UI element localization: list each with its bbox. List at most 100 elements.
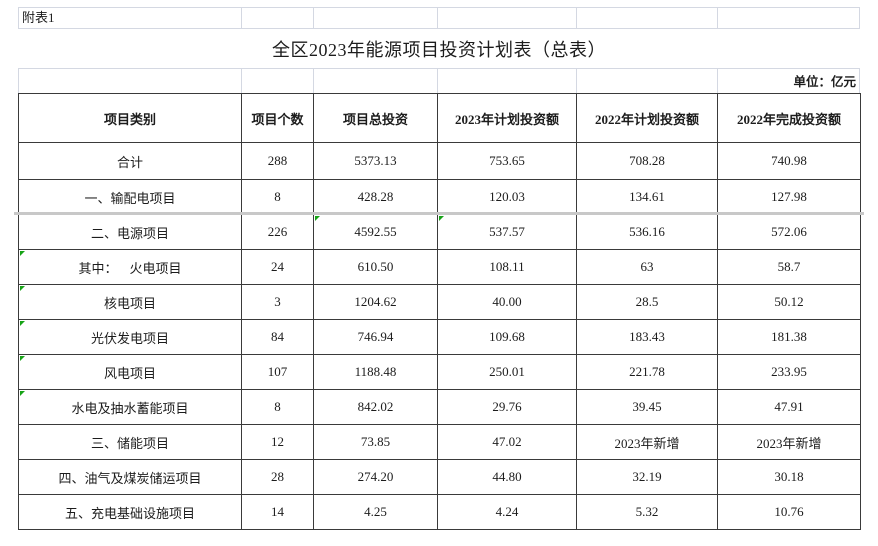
- row-label-cell[interactable]: 水电及抽水蓄能项目: [18, 389, 242, 425]
- value-cell[interactable]: 183.43: [576, 319, 718, 355]
- value-cell[interactable]: 4592.55: [313, 214, 438, 250]
- value-cell[interactable]: 28.5: [576, 284, 718, 320]
- column-header[interactable]: 2022年计划投资额: [576, 93, 718, 143]
- value-cell[interactable]: 63: [576, 249, 718, 285]
- grid-cell[interactable]: [577, 69, 718, 93]
- grid-cell[interactable]: [438, 69, 577, 93]
- value-cell[interactable]: 274.20: [313, 459, 438, 495]
- row-label-prefix: 其中：: [78, 260, 118, 276]
- grid-cell[interactable]: [718, 8, 859, 28]
- value-cell[interactable]: 58.7: [717, 249, 861, 285]
- value-cell[interactable]: 73.85: [313, 424, 438, 460]
- table-row: 合计 288 5373.13 753.65 708.28 740.98: [18, 142, 861, 180]
- value-cell[interactable]: 40.00: [437, 284, 577, 320]
- value-cell[interactable]: 29.76: [437, 389, 577, 425]
- value-cell[interactable]: 4.24: [437, 494, 577, 530]
- grid-cell[interactable]: [314, 8, 438, 28]
- value-cell[interactable]: 47.02: [437, 424, 577, 460]
- value-cell[interactable]: 47.91: [717, 389, 861, 425]
- row-label-cell[interactable]: 合计: [18, 142, 242, 180]
- value-cell[interactable]: 221.78: [576, 354, 718, 390]
- value-cell[interactable]: 50.12: [717, 284, 861, 320]
- value-cell[interactable]: 740.98: [717, 142, 861, 180]
- value-cell[interactable]: 84: [241, 319, 314, 355]
- table-row: 四、油气及煤炭储运项目 28 274.20 44.80 32.19 30.18: [18, 459, 861, 495]
- row-label-cell[interactable]: 一、输配电项目: [18, 179, 242, 215]
- value-cell[interactable]: 753.65: [437, 142, 577, 180]
- value-cell[interactable]: 107: [241, 354, 314, 390]
- value-cell[interactable]: 3: [241, 284, 314, 320]
- value-cell[interactable]: 32.19: [576, 459, 718, 495]
- row-label-cell[interactable]: 核电项目: [18, 284, 242, 320]
- value-cell[interactable]: 250.01: [437, 354, 577, 390]
- value-cell[interactable]: 28: [241, 459, 314, 495]
- value-cell[interactable]: 610.50: [313, 249, 438, 285]
- value-cell[interactable]: 10.76: [717, 494, 861, 530]
- top-grid-row: 附表1: [18, 7, 860, 29]
- table-row: 一、输配电项目 8 428.28 120.03 134.61 127.98: [18, 179, 861, 215]
- grid-cell[interactable]: [314, 69, 438, 93]
- value-cell[interactable]: 44.80: [437, 459, 577, 495]
- value-cell[interactable]: 842.02: [313, 389, 438, 425]
- value-cell[interactable]: 2023年新增: [717, 424, 861, 460]
- grid-cell[interactable]: 单位：亿元: [718, 69, 859, 93]
- column-header[interactable]: 2023年计划投资额: [437, 93, 577, 143]
- value-cell[interactable]: 8: [241, 179, 314, 215]
- column-header[interactable]: 项目个数: [241, 93, 314, 143]
- table-row: 三、储能项目 12 73.85 47.02 2023年新增 2023年新增: [18, 424, 861, 460]
- row-label-text: 火电项目: [129, 260, 182, 276]
- grid-cell[interactable]: [242, 8, 314, 28]
- value-cell[interactable]: 5373.13: [313, 142, 438, 180]
- value-cell[interactable]: 428.28: [313, 179, 438, 215]
- column-header[interactable]: 项目类别: [18, 93, 242, 143]
- row-label-cell[interactable]: 光伏发电项目: [18, 319, 242, 355]
- value-cell[interactable]: 226: [241, 214, 314, 250]
- value-cell[interactable]: 1204.62: [313, 284, 438, 320]
- value-cell[interactable]: 39.45: [576, 389, 718, 425]
- grid-cell[interactable]: [438, 8, 577, 28]
- value-cell[interactable]: 2023年新增: [576, 424, 718, 460]
- value-cell[interactable]: 30.18: [717, 459, 861, 495]
- unit-grid-row: 单位：亿元: [18, 68, 860, 93]
- value-cell[interactable]: 120.03: [437, 179, 577, 215]
- value-cell[interactable]: 8: [241, 389, 314, 425]
- row-label-cell[interactable]: 五、充电基础设施项目: [18, 494, 242, 530]
- table-row: 水电及抽水蓄能项目 8 842.02 29.76 39.45 47.91: [18, 389, 861, 425]
- value-cell[interactable]: 746.94: [313, 319, 438, 355]
- grid-cell[interactable]: [242, 69, 314, 93]
- value-cell[interactable]: 24: [241, 249, 314, 285]
- grid-cell[interactable]: [577, 8, 718, 28]
- value-cell[interactable]: 109.68: [437, 319, 577, 355]
- unit-note: 单位：亿元: [793, 75, 856, 89]
- value-cell[interactable]: 537.57: [437, 214, 577, 250]
- grid-cell[interactable]: 附表1: [19, 8, 242, 28]
- title-row: 全区2023年能源项目投资计划表（总表）: [18, 29, 860, 68]
- row-label-cell[interactable]: 风电项目: [18, 354, 242, 390]
- value-cell[interactable]: 181.38: [717, 319, 861, 355]
- value-cell[interactable]: 108.11: [437, 249, 577, 285]
- row-label-cell[interactable]: 二、电源项目: [18, 214, 242, 250]
- table-row: 二、电源项目 226 4592.55 537.57 536.16 572.06: [18, 214, 861, 250]
- value-cell[interactable]: 5.32: [576, 494, 718, 530]
- grid-cell[interactable]: [19, 69, 242, 93]
- value-cell[interactable]: 536.16: [576, 214, 718, 250]
- row-label-cell[interactable]: 其中： 火电项目: [18, 249, 242, 285]
- value-cell[interactable]: 572.06: [717, 214, 861, 250]
- value-cell[interactable]: 127.98: [717, 179, 861, 215]
- value-cell[interactable]: 4.25: [313, 494, 438, 530]
- row-label-cell[interactable]: 三、储能项目: [18, 424, 242, 460]
- column-header[interactable]: 项目总投资: [313, 93, 438, 143]
- table-row: 五、充电基础设施项目 14 4.25 4.24 5.32 10.76: [18, 494, 861, 530]
- value-cell[interactable]: 233.95: [717, 354, 861, 390]
- value-cell[interactable]: 14: [241, 494, 314, 530]
- value-cell[interactable]: 288: [241, 142, 314, 180]
- investment-table: 项目类别 项目个数 项目总投资 2023年计划投资额 2022年计划投资额 2022年完成…: [18, 93, 861, 530]
- row-label-cell[interactable]: 四、油气及煤炭储运项目: [18, 459, 242, 495]
- value-cell[interactable]: 134.61: [576, 179, 718, 215]
- value-cell[interactable]: 708.28: [576, 142, 718, 180]
- value-cell[interactable]: 1188.48: [313, 354, 438, 390]
- column-header[interactable]: 2022年完成投资额: [717, 93, 861, 143]
- value-cell[interactable]: 12: [241, 424, 314, 460]
- sheet-label: 附表1: [22, 10, 55, 25]
